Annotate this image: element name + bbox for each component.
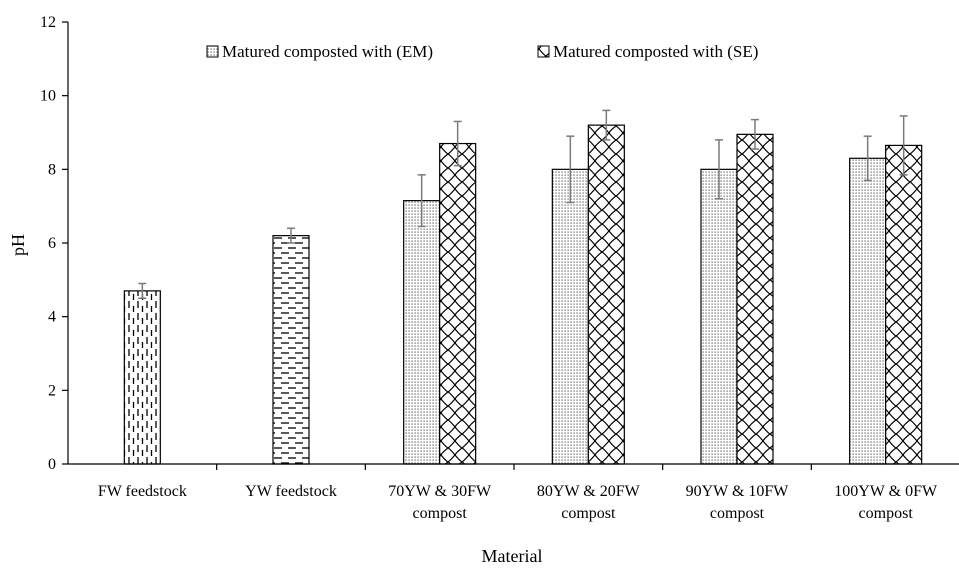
x-category-label-line: compost — [859, 505, 914, 522]
y-tick-label: 8 — [48, 161, 56, 178]
error-bar-series-em — [715, 139, 723, 200]
x-category-label-line: 100YW & 0FW — [834, 483, 938, 500]
x-axis: FW feedstock YW feedstock 70YW & 30FW compo… — [68, 463, 959, 522]
x-axis-title: Material — [482, 546, 543, 566]
x-category-label-line: compost — [710, 505, 765, 522]
x-category-label-line: FW feedstock — [98, 483, 187, 500]
y-tick-label: 6 — [48, 235, 56, 252]
x-category-label-line: 70YW & 30FW — [388, 483, 492, 500]
error-bar-series-em — [863, 135, 872, 182]
error-bar-feedstock — [287, 227, 295, 244]
bar-series-se — [736, 133, 774, 465]
bar-feedstock — [123, 290, 161, 465]
error-bar-series-se — [453, 120, 462, 167]
legend-swatch-se — [537, 45, 550, 58]
y-tick-label: 0 — [48, 456, 56, 473]
bar-series-se — [885, 144, 923, 465]
error-bar-series-se — [602, 109, 611, 141]
x-category-label: 100YW & 0FW compost — [834, 483, 938, 522]
error-bar-series-em — [417, 174, 426, 228]
legend: Matured composted with (EM) Matured comp… — [206, 42, 758, 61]
error-bar-series-se — [751, 118, 759, 150]
error-bar-feedstock — [138, 282, 147, 299]
y-axis-title: pH — [8, 234, 28, 256]
error-bar-series-se — [899, 115, 908, 176]
error-bar-series-em — [566, 135, 575, 204]
bar-series-em — [403, 200, 441, 465]
x-category-label-line: YW feedstock — [245, 483, 337, 500]
bar-series-em — [700, 168, 738, 465]
legend-swatch-em — [206, 45, 219, 58]
x-category-label: 80YW & 20FW compost — [537, 483, 641, 522]
legend-label-em: Matured composted with (EM) — [222, 42, 433, 61]
x-category-label-line: compost — [413, 505, 468, 522]
x-category-label-line: 80YW & 20FW — [537, 483, 641, 500]
bar-series-se — [439, 142, 477, 465]
bar-series-em — [551, 168, 589, 465]
y-axis: 0 2 4 6 8 10 12 — [40, 14, 69, 473]
y-tick-label: 4 — [48, 309, 56, 326]
x-category-label: YW feedstock — [245, 483, 337, 500]
plot-area — [123, 109, 923, 465]
y-tick-label: 2 — [48, 382, 56, 399]
x-category-label: 90YW & 10FW compost — [686, 483, 790, 522]
y-tick-label: 12 — [40, 14, 56, 31]
x-category-label: 70YW & 30FW compost — [388, 483, 492, 522]
x-category-label-line: 90YW & 10FW — [686, 483, 790, 500]
x-category-label-line: compost — [561, 505, 616, 522]
bar-series-se — [587, 124, 625, 465]
bar-series-em — [849, 157, 887, 465]
y-tick-label: 10 — [40, 88, 56, 105]
x-category-label: FW feedstock — [98, 483, 187, 500]
bar-feedstock — [272, 235, 310, 465]
legend-label-se: Matured composted with (SE) — [553, 42, 758, 61]
